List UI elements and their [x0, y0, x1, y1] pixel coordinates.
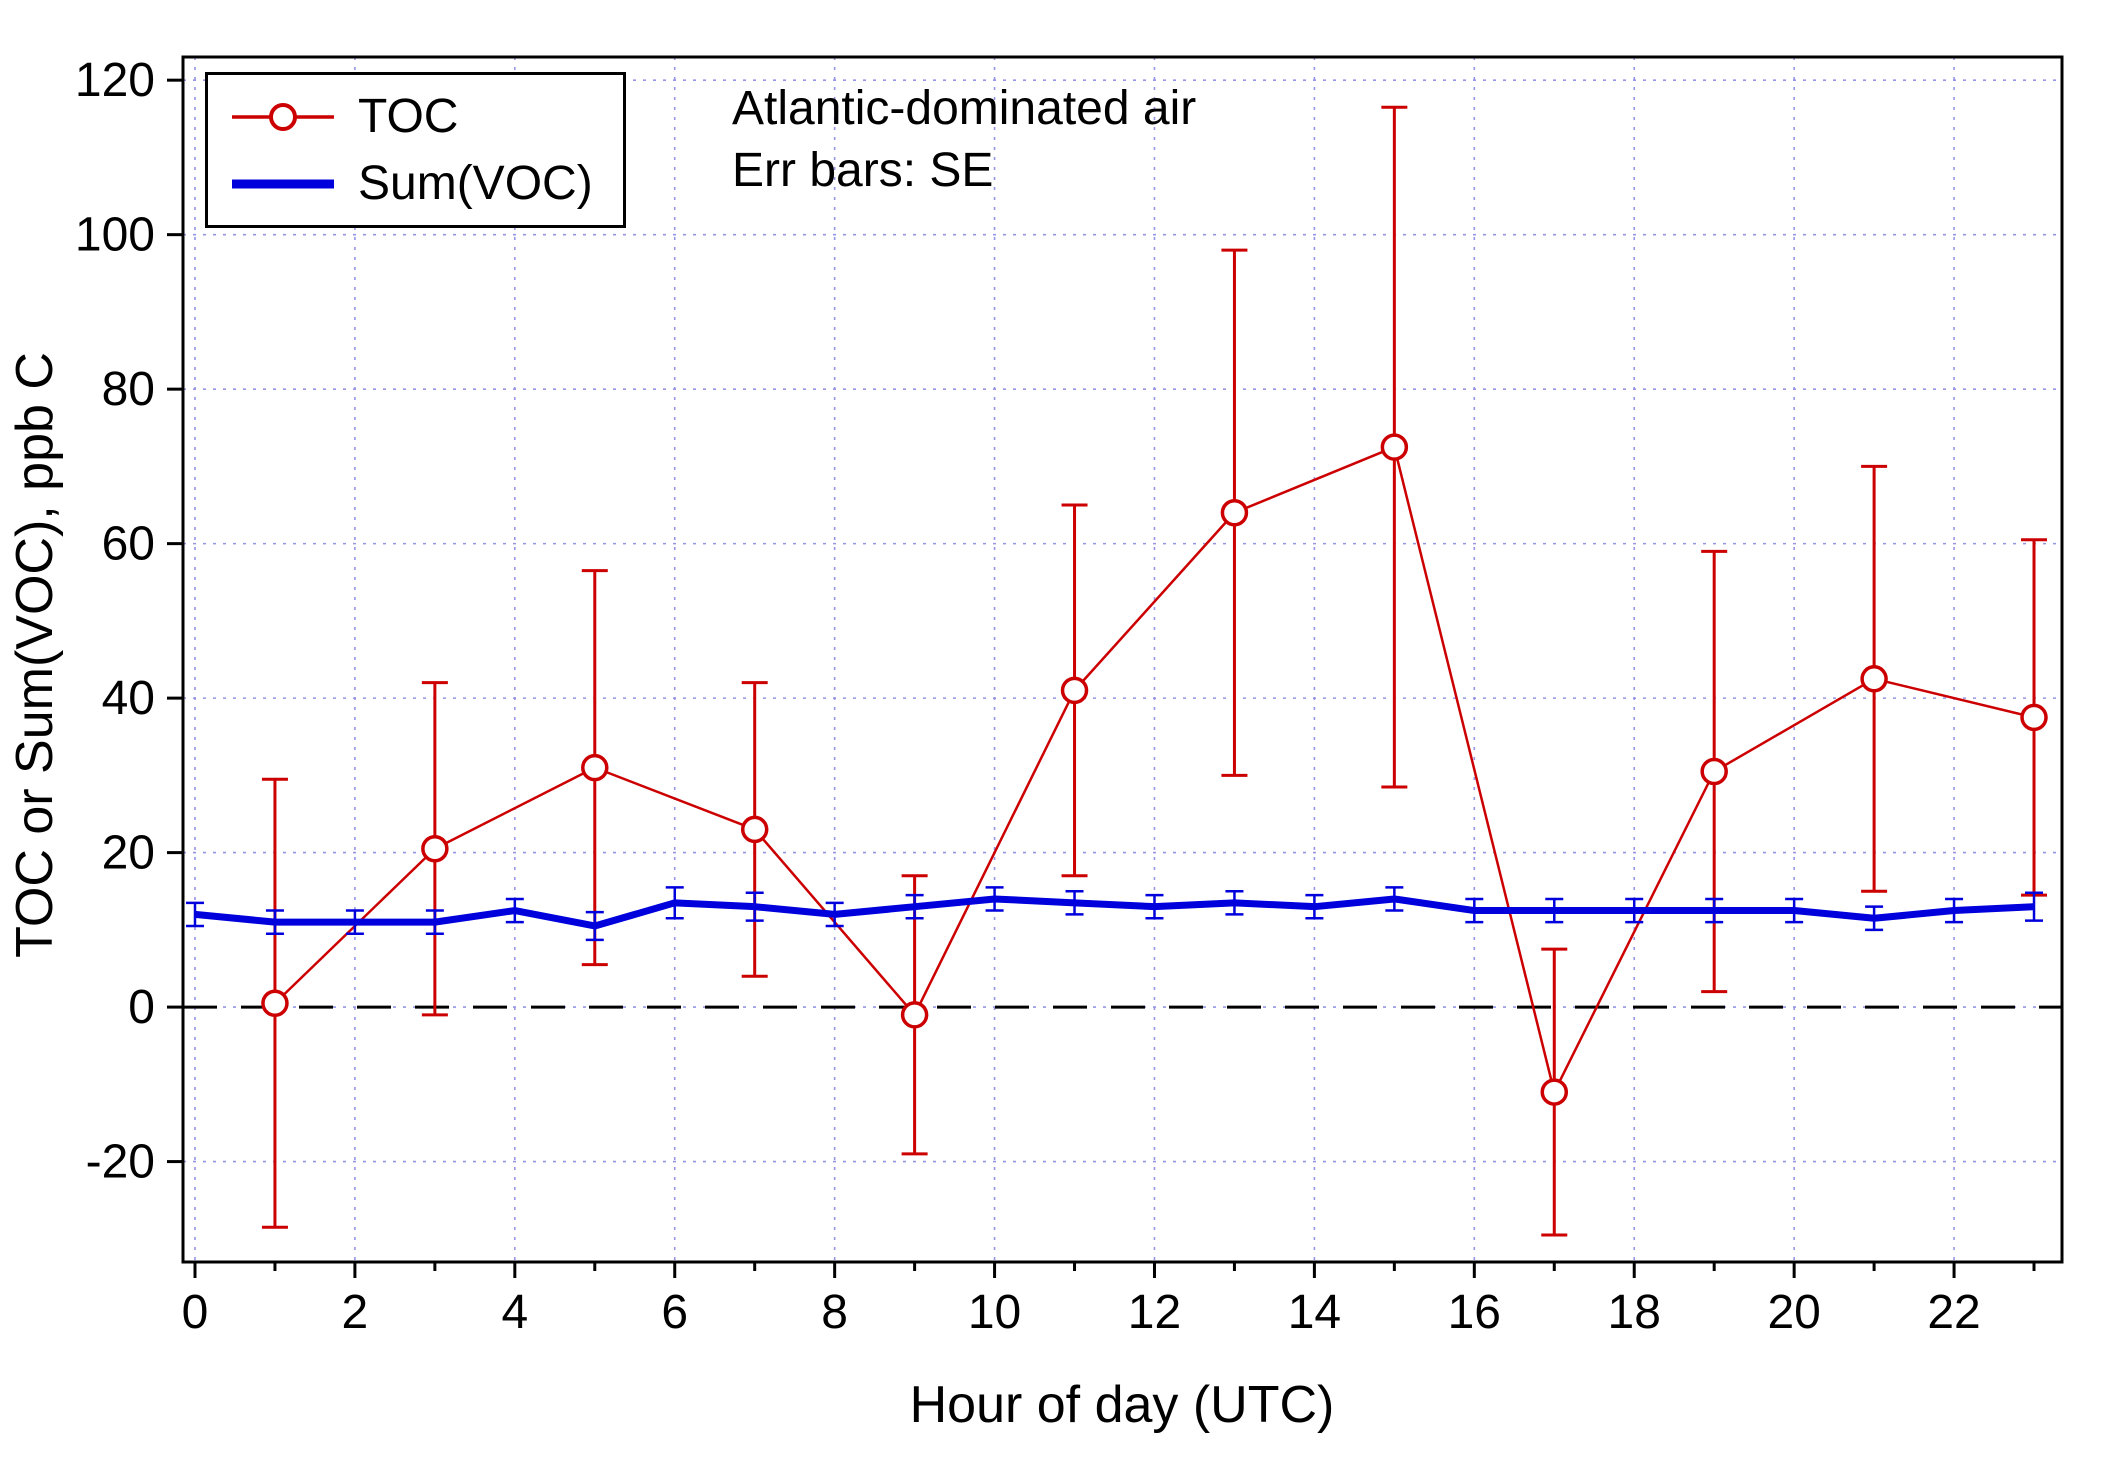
y-tick-label: 80 — [102, 363, 155, 416]
y-tick-label: 20 — [102, 827, 155, 880]
annotation-block: Atlantic-dominated air Err bars: SE — [732, 78, 1196, 202]
toc-marker-icon — [232, 102, 334, 131]
annotation-air-mass: Atlantic-dominated air — [732, 82, 1197, 135]
y-tick-label: 40 — [102, 672, 155, 725]
toc-line — [274, 445, 2035, 1094]
x-tick-label: 16 — [1448, 1286, 1501, 1339]
legend-label-voc: Sum(VOC) — [358, 157, 593, 210]
x-tick-label: 0 — [182, 1286, 209, 1339]
voc-line-icon — [232, 179, 334, 188]
grid-lines — [183, 57, 2062, 1262]
x-tick-label: 20 — [1767, 1286, 1820, 1339]
y-tick-label: -20 — [86, 1136, 155, 1189]
annotation-err-bars: Err bars: SE — [732, 144, 994, 197]
x-tick-label: 8 — [821, 1286, 848, 1339]
legend-item-voc: Sum(VOC) — [228, 156, 593, 211]
x-tick-label: 22 — [1927, 1286, 1980, 1339]
axis-ticks — [167, 78, 2036, 1278]
sum-voc--line — [194, 895, 2035, 930]
x-tick-label: 2 — [342, 1286, 369, 1339]
x-tick-label: 10 — [968, 1286, 1021, 1339]
legend-item-toc: TOC — [228, 89, 593, 144]
toc-markers — [261, 433, 2048, 1106]
toc-error-bars — [261, 105, 2048, 1237]
tick-labels: 0 2 4 6 8 10 12 14 16 18 20 22 -20 0 20 40 60 80 100 120 — [75, 54, 1981, 1339]
x-tick-label: 12 — [1128, 1286, 1181, 1339]
y-tick-label: 60 — [102, 518, 155, 571]
legend: TOC Sum(VOC) — [205, 72, 626, 228]
legend-label-toc: TOC — [358, 90, 459, 143]
x-tick-label: 14 — [1288, 1286, 1341, 1339]
x-tick-label: 18 — [1608, 1286, 1661, 1339]
plot-frame — [181, 55, 2064, 1264]
x-tick-label: 4 — [501, 1286, 528, 1339]
y-tick-label: 120 — [75, 54, 155, 107]
y-tick-label: 0 — [128, 981, 155, 1034]
x-tick-label: 6 — [661, 1286, 688, 1339]
y-tick-label: 100 — [75, 209, 155, 262]
